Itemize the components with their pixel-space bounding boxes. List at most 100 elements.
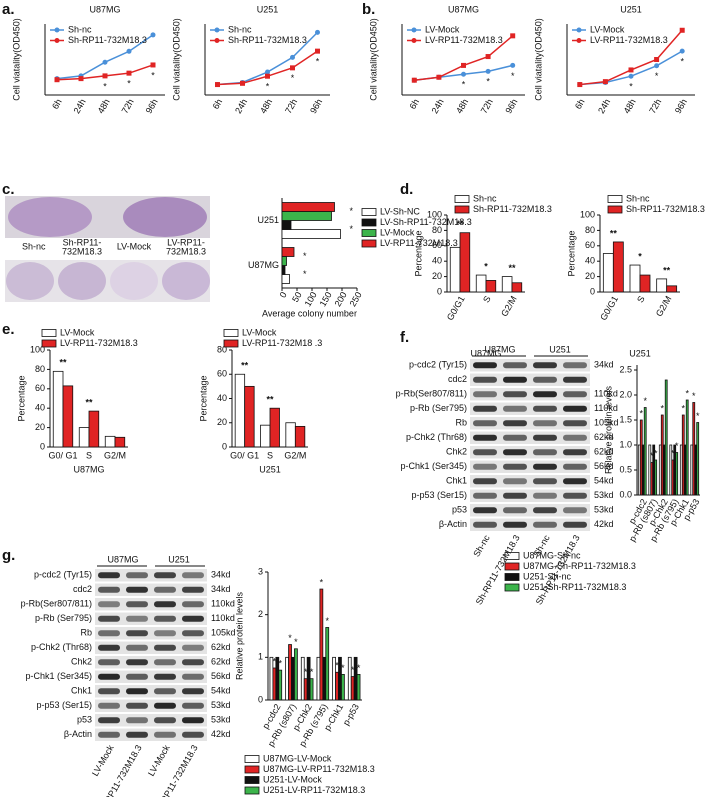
blot-strip bbox=[95, 583, 207, 596]
data-point bbox=[102, 73, 108, 79]
significance-mark: * bbox=[655, 71, 659, 81]
data-point bbox=[411, 77, 417, 83]
blot-strip bbox=[470, 373, 590, 386]
bar bbox=[260, 424, 271, 448]
bar bbox=[300, 656, 305, 701]
blot-band bbox=[473, 391, 497, 398]
x-tick-label: 48h bbox=[258, 97, 274, 115]
blot-kd-label: 62kd bbox=[211, 657, 231, 667]
x-axis-label: U251 bbox=[259, 464, 281, 474]
legend-label: U87MG-Sh-nc bbox=[523, 550, 581, 560]
legend-swatch bbox=[223, 329, 239, 337]
legend-marker bbox=[411, 27, 417, 33]
panel-label: g. bbox=[2, 547, 15, 564]
y-tick-label: U87MG bbox=[248, 260, 279, 270]
legend-label: Sh-RP11-732M18.3 bbox=[473, 204, 552, 214]
y-tick-label: 0.0 bbox=[619, 489, 632, 499]
legend-label: LV-RP11-732M18.3 bbox=[590, 35, 668, 45]
legend-label: U87MG-LV-Mock bbox=[263, 753, 332, 763]
blot-strip bbox=[470, 402, 590, 415]
blot-kd-label: 110kd bbox=[594, 389, 618, 399]
blot-band bbox=[563, 405, 587, 412]
legend-marker bbox=[214, 38, 220, 43]
bar bbox=[449, 246, 461, 293]
blot-strip bbox=[95, 569, 207, 582]
blot-strip bbox=[95, 641, 207, 654]
blot-band bbox=[503, 391, 527, 398]
blot-band bbox=[503, 463, 527, 470]
bar bbox=[654, 459, 658, 496]
bar bbox=[285, 656, 289, 701]
blot-band bbox=[533, 521, 557, 528]
significance-mark: ** bbox=[59, 358, 67, 368]
legend-label: Sh-nc bbox=[473, 193, 497, 203]
bar bbox=[291, 656, 295, 701]
panel-label: f. bbox=[400, 329, 409, 346]
blot-band bbox=[473, 405, 497, 412]
blot-band bbox=[126, 572, 148, 579]
y-axis-label: Percentage bbox=[413, 230, 423, 276]
blot-band bbox=[154, 586, 176, 593]
bar bbox=[459, 232, 471, 293]
y-axis-label: Cell viatality(OD450) bbox=[171, 18, 181, 101]
bar bbox=[685, 399, 689, 496]
y-tick-label: 1.0 bbox=[619, 439, 632, 449]
bar bbox=[281, 202, 335, 212]
legend-label: Sh-nc bbox=[228, 24, 252, 34]
significance-mark: * bbox=[357, 663, 361, 673]
significance-mark: * bbox=[350, 206, 354, 216]
bar bbox=[62, 385, 74, 448]
y-axis-label: Cell viatality(OD450) bbox=[11, 18, 21, 101]
blot-row-label: p-Rb (Ser795) bbox=[35, 613, 92, 623]
blot-band bbox=[503, 434, 527, 441]
x-tick-label: G2/M bbox=[654, 294, 674, 318]
blot-kd-label: 110kd bbox=[594, 403, 618, 413]
x-tick-label: 96h bbox=[144, 97, 160, 115]
blot-band bbox=[503, 478, 527, 485]
blot-row-label: Chk1 bbox=[71, 686, 92, 696]
blot-band bbox=[154, 615, 176, 622]
bar bbox=[272, 667, 277, 701]
blot-row-label: β-Actin bbox=[64, 729, 92, 739]
blot-band bbox=[98, 673, 120, 680]
significance-mark: * bbox=[350, 224, 354, 234]
blot-band bbox=[98, 630, 120, 637]
legend-label: Sh-nc bbox=[68, 24, 92, 34]
significance-mark: * bbox=[310, 667, 314, 677]
bar bbox=[319, 588, 324, 701]
blot-band bbox=[533, 420, 557, 427]
blot-kd-label: 54kd bbox=[211, 686, 231, 696]
blot-band bbox=[503, 507, 527, 514]
blot-row-label: p-Rb (Ser795) bbox=[410, 403, 467, 413]
data-point bbox=[654, 63, 660, 69]
data-point bbox=[628, 67, 634, 73]
plate-label: 732M18.3 bbox=[62, 246, 102, 256]
significance-mark: * bbox=[325, 616, 329, 626]
plate-well bbox=[123, 197, 207, 237]
blot-strip bbox=[470, 489, 590, 502]
blot-band bbox=[98, 659, 120, 666]
y-tick-label: 80 bbox=[35, 364, 45, 374]
blot-band bbox=[154, 659, 176, 666]
bar bbox=[356, 674, 361, 701]
data-point bbox=[126, 48, 132, 54]
blot-band bbox=[98, 731, 120, 738]
blot-kd-label: 34kd bbox=[211, 584, 231, 594]
bar bbox=[350, 676, 355, 701]
chart-title: U87MG bbox=[448, 4, 479, 14]
plate-label: LV-Mock bbox=[117, 241, 152, 251]
x-tick-label: 6h bbox=[407, 97, 421, 111]
y-tick-label: 1.5 bbox=[619, 414, 632, 424]
blot-row-label: Rb bbox=[80, 628, 92, 638]
blot-band bbox=[182, 586, 204, 593]
blot-band bbox=[473, 362, 497, 369]
significance-mark: * bbox=[462, 80, 466, 90]
y-axis-label: Percentage bbox=[566, 230, 576, 276]
significance-mark: * bbox=[643, 396, 647, 406]
data-point bbox=[510, 33, 516, 39]
legend-marker bbox=[214, 27, 220, 33]
y-tick-label: 80 bbox=[585, 225, 595, 235]
cell-line-header: U251 bbox=[549, 344, 571, 354]
blot-strip bbox=[470, 475, 590, 488]
bar bbox=[335, 671, 339, 701]
